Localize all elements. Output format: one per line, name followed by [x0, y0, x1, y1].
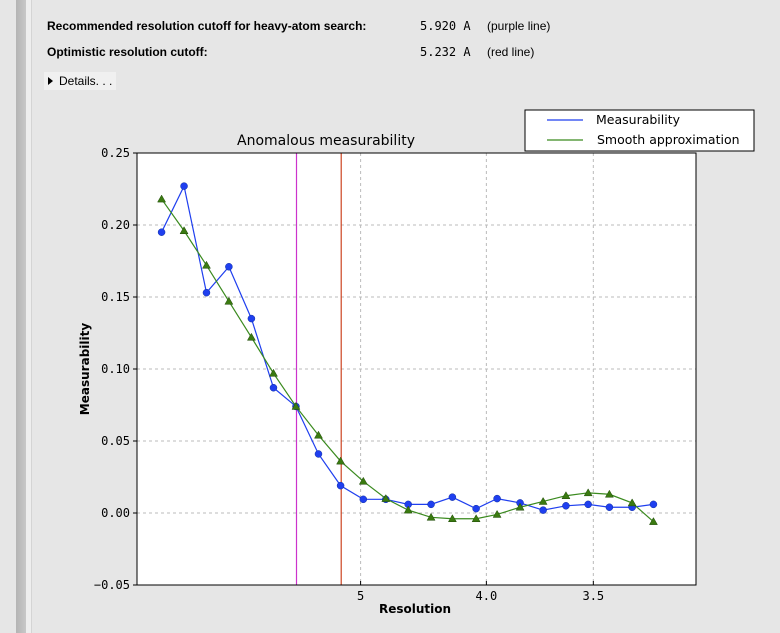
- legend-box: [524, 109, 755, 152]
- smooth-approximation-point: [492, 509, 502, 518]
- measurability-point: [225, 263, 233, 271]
- measurability-point: [427, 500, 435, 509]
- smooth-approximation-point: [447, 514, 457, 523]
- smooth-approximation-point: [471, 514, 481, 523]
- optimistic-cutoff-label: Optimistic resolution cutoff:: [47, 45, 208, 59]
- disclosure-triangle-icon: [48, 77, 53, 85]
- measurability-point: [493, 494, 501, 503]
- smooth-approximation-point: [157, 194, 167, 203]
- legend: Measurability Smooth approximation: [524, 109, 755, 152]
- measurability-point: [359, 495, 368, 504]
- measurability-point: [180, 182, 188, 190]
- smooth-approximation-point: [314, 430, 323, 439]
- measurability-point: [336, 481, 345, 490]
- x-axis-label: Resolution: [379, 602, 451, 616]
- x-tick-label: 3.5: [582, 589, 604, 603]
- smooth-approximation-point: [583, 488, 593, 497]
- smooth-approximation-point: [291, 401, 301, 410]
- measurability-point: [539, 506, 547, 514]
- smooth-approximation-point: [358, 476, 368, 485]
- measurability-point: [247, 314, 256, 323]
- y-tick-label: −0.05: [94, 578, 130, 592]
- measurability-point: [584, 500, 592, 509]
- x-tick-label: 5: [357, 589, 364, 603]
- smooth-approximation-point: [627, 498, 637, 507]
- smooth-approximation-point: [336, 456, 346, 465]
- y-tick-label: 0.15: [101, 290, 130, 304]
- measurability-point: [562, 502, 570, 510]
- smooth-approximation-point: [381, 494, 391, 502]
- recommended-cutoff-note: (purple line): [487, 19, 551, 33]
- measurability-point: [314, 450, 323, 458]
- smooth-approximation-point: [246, 332, 256, 341]
- measurability-point: [605, 503, 614, 511]
- y-axis-label: Measurability: [78, 323, 92, 416]
- optimistic-cutoff-value: 5.232 A: [420, 45, 471, 59]
- measurability-point: [157, 228, 166, 236]
- measurability-point: [448, 493, 457, 501]
- smooth-approximation-point: [179, 226, 189, 235]
- smooth-approximation-point: [202, 260, 211, 269]
- smooth-approximation-point: [269, 368, 278, 377]
- measurability-point: [269, 383, 278, 392]
- smooth-approximation-point: [426, 512, 436, 521]
- recommended-cutoff-value: 5.920 A: [420, 19, 471, 33]
- legend-label-smooth: Smooth approximation: [597, 132, 740, 147]
- x-tick-label: 4.0: [476, 589, 498, 603]
- smooth-approximation-point: [561, 491, 571, 499]
- measurability-point: [472, 504, 480, 513]
- details-disclosure[interactable]: Details. . .: [44, 72, 117, 90]
- measurability-point: [649, 500, 658, 509]
- smooth-approximation-point: [604, 489, 614, 498]
- smooth-approximation-point: [538, 496, 548, 505]
- recommended-cutoff-label: Recommended resolution cutoff for heavy-…: [47, 19, 367, 33]
- measurability-point: [202, 288, 211, 297]
- details-label: Details. . .: [59, 74, 113, 88]
- smooth-approximation-point: [224, 296, 234, 305]
- left-panel-border: [16, 0, 26, 633]
- chart-title: Anomalous measurability: [237, 133, 415, 149]
- legend-label-measurability: Measurability: [596, 112, 681, 127]
- optimistic-cutoff-note: (red line): [487, 45, 535, 59]
- y-tick-label: 0.00: [101, 506, 130, 520]
- smooth-approximation-point: [649, 517, 658, 525]
- smooth-approximation-point: [403, 505, 413, 514]
- y-tick-label: 0.05: [101, 434, 130, 448]
- smooth-approximation-point: [515, 502, 525, 511]
- left-panel-strip: [26, 0, 32, 633]
- y-tick-label: 0.10: [101, 362, 130, 376]
- y-tick-label: 0.25: [101, 146, 130, 160]
- y-tick-label: 0.20: [101, 218, 130, 232]
